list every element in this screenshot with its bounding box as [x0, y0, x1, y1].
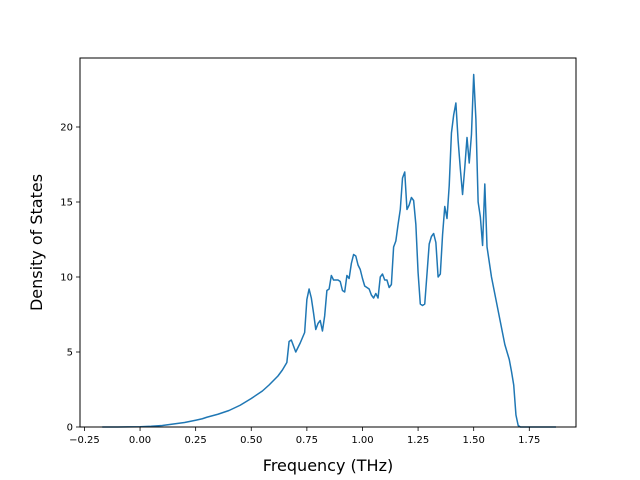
x-tick-label: 1.25: [407, 435, 429, 446]
y-tick-label: 0: [67, 423, 73, 434]
plot-area: [102, 73, 556, 428]
y-tick-label: 5: [67, 348, 73, 359]
y-tick-label: 15: [60, 198, 73, 209]
y-axis-ticks: 0 5 10 15 20: [60, 123, 80, 434]
x-tick-label: 1.75: [518, 435, 540, 446]
y-tick-label: 10: [60, 273, 73, 284]
x-axis-label: Frequency (THz): [263, 456, 393, 475]
x-tick-label: 1.00: [351, 435, 373, 446]
x-axis-ticks: −0.25 0.00 0.25 0.50 0.75 1.00 1.25 1.50 1.75: [69, 427, 540, 446]
x-tick-label: 0.75: [296, 435, 318, 446]
x-tick-label: 0.00: [129, 435, 151, 446]
x-tick-label: 1.50: [463, 435, 485, 446]
plot-frame: [79, 57, 577, 428]
x-tick-label: −0.25: [69, 435, 100, 446]
y-tick-label: 20: [60, 123, 73, 134]
x-tick-label: 0.50: [240, 435, 262, 446]
y-axis-label: Density of States: [27, 174, 46, 311]
dos-series-line: [102, 73, 556, 428]
x-tick-label: 0.25: [185, 435, 207, 446]
